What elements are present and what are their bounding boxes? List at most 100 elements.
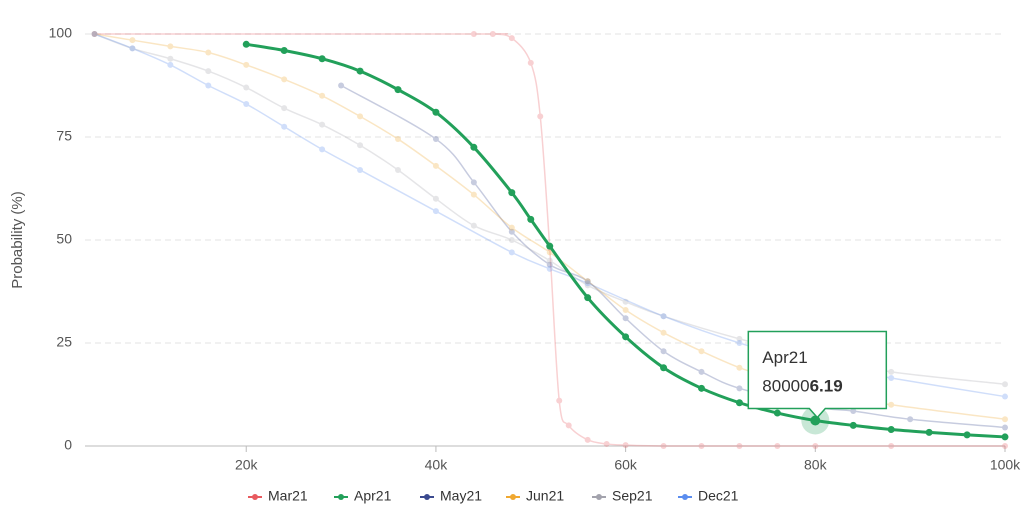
legend-swatch xyxy=(252,494,258,500)
data-point xyxy=(660,443,667,449)
series-line xyxy=(245,42,1006,439)
data-point xyxy=(319,92,326,99)
data-point xyxy=(527,59,534,66)
data-point xyxy=(888,401,895,408)
data-point xyxy=(622,315,629,322)
data-point xyxy=(508,237,515,243)
legend-swatch xyxy=(510,494,516,500)
data-point xyxy=(888,368,895,375)
data-point xyxy=(736,340,743,346)
data-point xyxy=(318,55,326,63)
data-point xyxy=(91,31,98,37)
data-point xyxy=(91,31,98,37)
series-line xyxy=(340,84,1006,429)
data-point xyxy=(736,443,743,449)
data-point xyxy=(470,31,477,37)
data-point xyxy=(129,45,136,52)
data-point xyxy=(622,298,629,305)
data-point xyxy=(660,364,668,372)
data-point xyxy=(888,443,895,449)
data-point xyxy=(925,428,933,436)
data-point xyxy=(508,224,515,231)
data-point xyxy=(205,49,212,56)
data-point xyxy=(432,162,439,169)
data-point xyxy=(697,384,705,392)
data-point xyxy=(243,84,250,91)
data-point xyxy=(470,222,477,229)
tooltip-box xyxy=(747,330,888,419)
data-point xyxy=(546,265,553,272)
legend-label: Dec21 xyxy=(698,488,739,504)
tooltip-x: 80000 xyxy=(762,377,809,396)
data-point xyxy=(698,443,705,449)
x-tick-label: 100k xyxy=(990,457,1021,473)
data-point xyxy=(129,37,136,44)
data-point xyxy=(736,385,743,392)
data-point xyxy=(1001,433,1009,441)
data-point xyxy=(489,31,496,37)
data-point xyxy=(319,146,326,153)
data-point xyxy=(167,55,174,62)
data-point xyxy=(546,242,554,250)
x-tick-label: 20k xyxy=(235,457,259,473)
legend-item[interactable]: Jun21 xyxy=(506,488,564,504)
data-point xyxy=(470,179,477,186)
data-point xyxy=(357,166,364,173)
data-point xyxy=(888,375,895,382)
data-point xyxy=(281,105,288,112)
legend-item[interactable]: Apr21 xyxy=(334,488,392,504)
y-tick-label: 100 xyxy=(49,25,73,41)
data-point xyxy=(508,228,515,235)
data-point xyxy=(91,31,98,37)
data-point xyxy=(432,108,440,116)
data-point xyxy=(1002,416,1008,423)
data-point xyxy=(243,101,250,108)
data-point xyxy=(243,61,250,68)
data-point xyxy=(1002,381,1008,388)
data-point xyxy=(357,142,364,149)
data-point xyxy=(527,215,535,223)
data-point xyxy=(812,443,819,449)
data-point xyxy=(205,82,212,89)
data-point xyxy=(565,422,572,429)
data-point xyxy=(432,208,439,215)
data-point xyxy=(660,313,667,320)
data-point xyxy=(432,136,439,143)
data-point xyxy=(546,257,553,264)
legend-swatch xyxy=(338,494,344,500)
legend-label: Apr21 xyxy=(354,488,392,504)
data-point xyxy=(91,31,98,37)
legend-item[interactable]: Mar21 xyxy=(248,488,308,504)
data-point xyxy=(622,442,629,449)
legend-item[interactable]: Sep21 xyxy=(592,488,653,504)
data-point xyxy=(356,67,364,75)
y-tick-label: 50 xyxy=(56,231,72,247)
data-point xyxy=(338,82,345,89)
data-point xyxy=(432,195,439,202)
data-point xyxy=(319,121,326,128)
legend-swatch xyxy=(682,494,688,500)
data-point xyxy=(556,397,563,404)
data-point xyxy=(1002,443,1008,449)
series xyxy=(338,82,1008,431)
data-point xyxy=(167,43,174,50)
series-line xyxy=(94,32,1005,447)
series xyxy=(242,40,1009,441)
data-point xyxy=(849,421,857,429)
legend-item[interactable]: Dec21 xyxy=(678,488,739,504)
data-point xyxy=(584,278,591,285)
data-point xyxy=(508,35,515,42)
data-point xyxy=(470,143,478,151)
data-point xyxy=(537,113,544,120)
data-point xyxy=(907,416,914,423)
y-axis-label: Probability (%) xyxy=(9,191,26,289)
data-point xyxy=(242,40,250,48)
legend-item[interactable]: May21 xyxy=(420,488,482,504)
data-point xyxy=(584,436,591,443)
legend-label: Jun21 xyxy=(526,488,564,504)
data-point xyxy=(281,76,288,83)
data-point xyxy=(963,431,971,439)
series xyxy=(91,31,1008,449)
data-point xyxy=(584,294,592,302)
data-point xyxy=(281,123,288,130)
